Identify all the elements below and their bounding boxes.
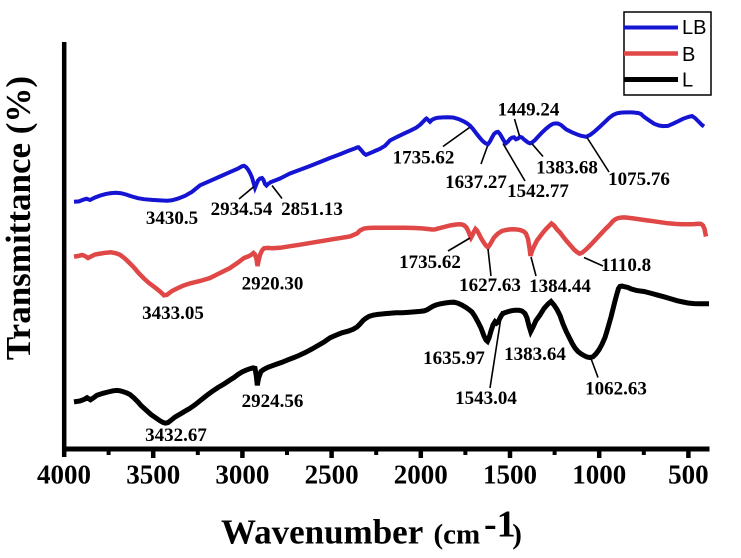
- svg-text:(cm: (cm: [434, 519, 481, 551]
- svg-text:1384.44: 1384.44: [529, 276, 591, 297]
- svg-text:3433.05: 3433.05: [142, 303, 204, 324]
- svg-text:L: L: [682, 70, 693, 92]
- svg-text:1627.63: 1627.63: [459, 275, 521, 296]
- svg-text:1500: 1500: [483, 460, 537, 490]
- svg-text:1000: 1000: [572, 460, 626, 490]
- svg-text:1735.62: 1735.62: [393, 148, 455, 169]
- svg-text:2851.13: 2851.13: [281, 199, 343, 220]
- svg-text:1542.77: 1542.77: [507, 181, 569, 202]
- svg-text:1635.97: 1635.97: [423, 348, 485, 369]
- svg-text:3432.67: 3432.67: [145, 425, 207, 446]
- svg-text:1735.62: 1735.62: [399, 252, 461, 273]
- svg-text:1449.24: 1449.24: [498, 100, 560, 121]
- svg-text:500: 500: [668, 460, 709, 490]
- svg-text:1543.04: 1543.04: [455, 388, 517, 409]
- svg-text:Wavenumber: Wavenumber: [221, 513, 423, 552]
- svg-text:LB: LB: [682, 17, 706, 39]
- svg-text:1110.8: 1110.8: [601, 255, 651, 276]
- svg-text:1637.27: 1637.27: [445, 172, 507, 193]
- svg-text:B: B: [682, 44, 695, 66]
- svg-text:2920.30: 2920.30: [242, 274, 304, 295]
- svg-text:): ): [512, 519, 522, 551]
- svg-text:Transmittance (%): Transmittance (%): [0, 76, 38, 360]
- svg-text:2924.56: 2924.56: [242, 391, 304, 412]
- svg-text:2000: 2000: [394, 460, 448, 490]
- svg-text:-1: -1: [484, 504, 516, 546]
- svg-text:1383.64: 1383.64: [504, 344, 566, 365]
- svg-text:1062.63: 1062.63: [585, 379, 647, 400]
- svg-text:4000: 4000: [37, 460, 91, 490]
- svg-text:1383.68: 1383.68: [536, 158, 598, 179]
- svg-text:1075.76: 1075.76: [608, 169, 670, 190]
- svg-text:3000: 3000: [215, 460, 269, 490]
- svg-text:2934.54: 2934.54: [211, 199, 273, 220]
- svg-text:3500: 3500: [126, 460, 180, 490]
- svg-text:2500: 2500: [305, 460, 359, 490]
- svg-text:3430.5: 3430.5: [146, 208, 198, 229]
